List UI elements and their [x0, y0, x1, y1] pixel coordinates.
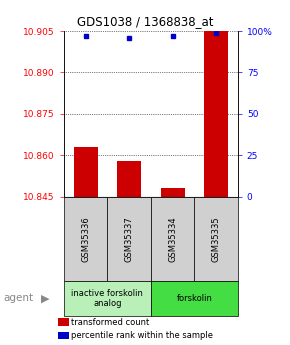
Bar	[117, 161, 141, 197]
Text: percentile rank within the sample: percentile rank within the sample	[71, 331, 213, 340]
Bar	[161, 188, 184, 197]
Text: GSM35334: GSM35334	[168, 216, 177, 262]
Text: agent: agent	[3, 294, 33, 303]
Text: GSM35336: GSM35336	[81, 216, 90, 262]
Text: transformed count: transformed count	[71, 318, 149, 327]
Text: ▶: ▶	[41, 294, 49, 303]
Text: forskolin: forskolin	[176, 294, 212, 303]
Text: GSM35335: GSM35335	[211, 216, 221, 262]
Bar	[74, 147, 97, 197]
Bar	[204, 31, 228, 197]
Text: GSM35337: GSM35337	[124, 216, 134, 262]
Text: GDS1038 / 1368838_at: GDS1038 / 1368838_at	[77, 16, 213, 29]
Text: inactive forskolin
analog: inactive forskolin analog	[71, 289, 143, 308]
